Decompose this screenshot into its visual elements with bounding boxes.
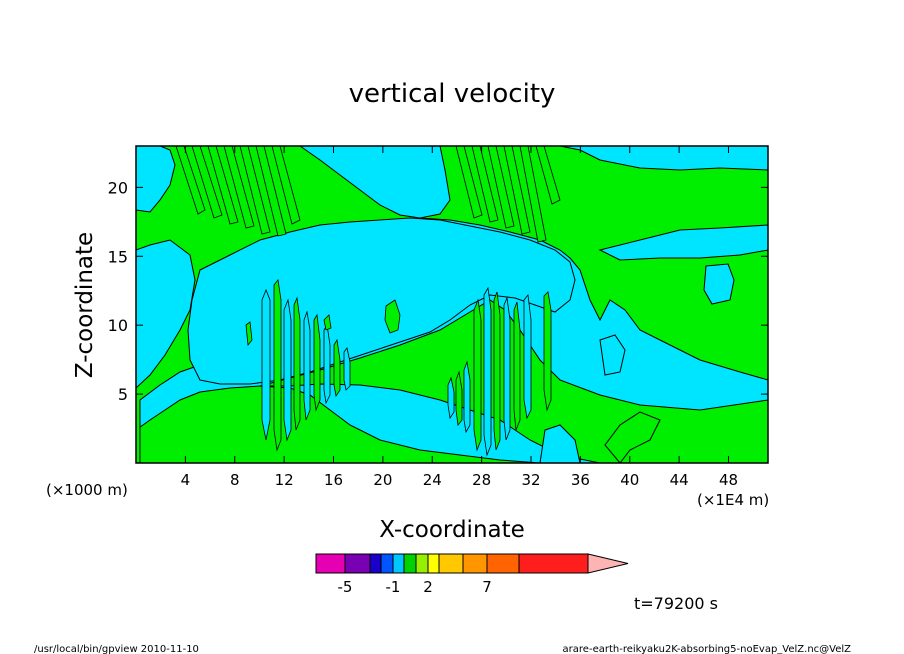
colorbar-swatch (403, 553, 417, 574)
time-label: t=79200 s (634, 594, 718, 613)
y-axis: 5 10 15 20 (108, 178, 768, 404)
colorbar-swatch (486, 553, 520, 574)
colorbar-swatch (392, 553, 405, 574)
footer-left: /usr/local/bin/gpview 2010-11-10 (34, 644, 199, 654)
colorbar-ticks: -5 -1 2 7 (338, 578, 492, 596)
x-axis-label: X-coordinate (379, 517, 525, 543)
y-tick-label: 15 (108, 247, 128, 266)
colorbar-swatch (380, 553, 394, 574)
wave-streaks (175, 146, 561, 243)
x-tick-label: 8 (230, 471, 240, 489)
x-tick-label: 36 (571, 471, 590, 489)
colorbar-tick-label: -1 (386, 578, 401, 596)
colorbar-swatch (462, 553, 488, 574)
x-tick-label: 16 (324, 471, 343, 489)
colorbar-swatch (369, 553, 382, 574)
colorbar-swatch (427, 553, 440, 574)
positive-region (539, 424, 581, 463)
colorbar-swatch (518, 553, 589, 574)
colorbar-swatch (438, 553, 464, 574)
plot-frame (135, 145, 769, 464)
x-tick-label: 20 (373, 471, 392, 489)
negative-region (136, 146, 176, 213)
negative-region (299, 146, 451, 219)
x-tick-label: 32 (521, 471, 540, 489)
colorbar-swatch (415, 553, 429, 574)
x-tick-label: 4 (181, 471, 191, 489)
colorbar-tick-label: 7 (482, 578, 492, 596)
x-unit-left: (×1000 m) (46, 481, 128, 499)
negative-region (703, 263, 735, 305)
colorbar-swatch (315, 553, 346, 574)
wave-streaks (245, 279, 401, 452)
y-tick-label: 20 (108, 178, 128, 197)
chart-title: vertical velocity (349, 79, 556, 109)
colorbar-extension (587, 553, 629, 574)
negative-region (559, 146, 768, 171)
x-tick-label: 28 (472, 471, 491, 489)
colorbar-tick-label: -5 (338, 578, 353, 596)
y-tick-label: 10 (108, 316, 128, 335)
negative-region (599, 334, 626, 376)
wave-streaks (447, 286, 552, 457)
negative-region (598, 224, 768, 261)
x-tick-label: 40 (620, 471, 639, 489)
x-tick-label: 12 (275, 471, 294, 489)
colorbar (315, 553, 629, 574)
x-unit-right: (×1E4 m) (697, 491, 769, 509)
colorbar-tick-label: 2 (423, 578, 433, 596)
y-tick-label: 5 (118, 385, 128, 404)
positive-region (604, 411, 661, 463)
contour-field (136, 146, 768, 463)
x-axis: 4 8 12 16 20 24 28 32 36 40 44 48 (181, 146, 738, 489)
y-axis-label: Z-coordinate (72, 232, 98, 378)
colorbar-swatch (344, 553, 371, 574)
x-tick-label: 24 (423, 471, 442, 489)
footer-right: arare-earth-reikyaku2K-absorbing5-noEvap… (563, 644, 852, 654)
x-tick-label: 48 (719, 471, 738, 489)
x-tick-label: 44 (670, 471, 689, 489)
